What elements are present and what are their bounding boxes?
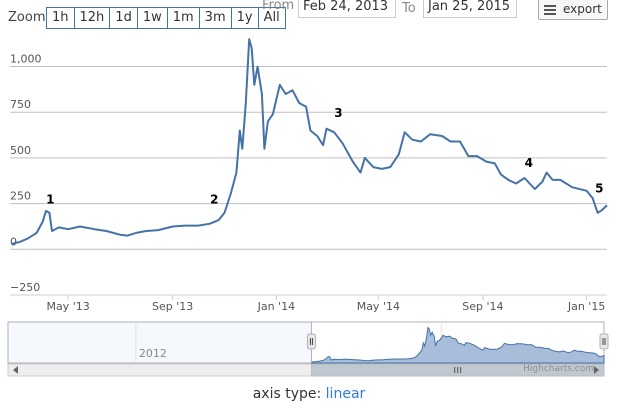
series-line [11,38,608,245]
navigator-tick-label: 2012 [139,347,167,360]
axis-type-control: axis type: linear [0,386,618,402]
x-tick-label: Jan '15 [567,300,605,313]
navigator-series [310,326,605,364]
grid-lines [10,66,607,296]
navigator: 20122014 [7,321,609,377]
credits-link[interactable]: Highcharts.com [523,364,594,374]
zoom-3m-button[interactable]: 3m [198,7,232,29]
handle-body [306,333,316,350]
price-chart: −250 0 250 500 750 1,000 May '13 Sep '13 Jan '1… [7,38,609,377]
y-tick-label: 250 [10,190,31,203]
price-series [11,38,608,245]
zoom-button-group: 1h 12h 1d 1w 1m 3m 1y All [46,7,286,29]
y-axis-ticks: −250 0 250 500 750 1,000 [10,53,42,294]
x-tick-label: Sep '13 [152,300,193,313]
to-date-input[interactable]: Jan 25, 2015 [423,0,517,18]
handle-body [599,333,609,350]
zoom-1m-button[interactable]: 1m [166,7,200,29]
y-tick-label: 500 [10,144,31,157]
from-label: From [262,0,295,13]
to-label: To [402,1,416,16]
navigator-handle[interactable] [306,333,316,350]
annotation-label: 4 [525,156,533,170]
from-date-input[interactable]: Feb 24, 2013 [298,0,396,18]
menu-icon [544,5,556,17]
annotation-label: 2 [210,193,218,207]
x-axis: May '13 Sep '13 Jan '14 May '14 Sep '14 Jan '… [10,294,607,313]
y-tick-label: −250 [10,281,40,294]
scroll-left-arrow-icon [13,366,18,374]
navigator-mask [8,322,312,363]
zoom-1h-button[interactable]: 1h [46,7,75,29]
axis-type-value[interactable]: linear [325,386,366,402]
annotation-label: 5 [595,182,603,196]
zoom-1w-button[interactable]: 1w [136,7,168,29]
zoom-all-button[interactable]: All [257,7,286,29]
zoom-label: Zoom [8,10,46,25]
x-tick-label: Jan '14 [257,300,295,313]
axis-type-label: axis type: [252,386,322,402]
annotations: 1 2 3 4 5 [46,106,603,207]
x-tick-label: May '14 [357,300,400,313]
y-tick-label: 1,000 [10,53,42,66]
export-button[interactable]: export [538,0,608,20]
scrollbar[interactable] [7,363,605,377]
y-tick-label: 0 [10,235,17,248]
annotation-label: 1 [46,193,54,207]
x-tick-label: May '13 [46,300,89,313]
zoom-1y-button[interactable]: 1y [230,7,259,29]
export-label: export [563,2,602,16]
range-selector-toolbar: Zoom 1h 12h 1d 1w 1m 3m 1y All From Feb … [0,0,618,30]
annotation-label: 3 [334,106,342,120]
x-tick-label: Sep '14 [462,300,503,313]
zoom-1d-button[interactable]: 1d [109,7,138,29]
y-tick-label: 750 [10,98,31,111]
scroll-right-arrow-icon [594,366,599,374]
navigator-handle[interactable] [599,333,609,350]
